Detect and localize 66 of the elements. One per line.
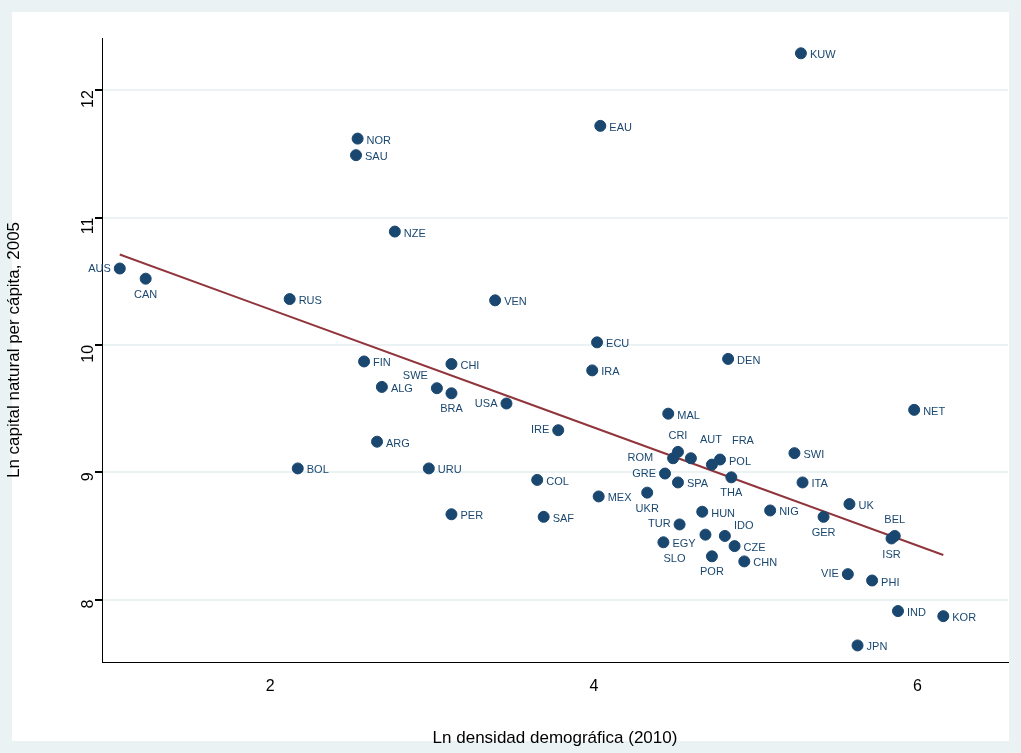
y-tick-label: 9 (79, 472, 97, 482)
annotation: TUR (647, 517, 671, 530)
annotation: MEX (607, 491, 633, 504)
annotation: AUT (699, 433, 723, 446)
annotation: SWI (803, 448, 825, 461)
annotation: ISR (882, 547, 901, 560)
annotation: SPA (686, 477, 709, 490)
annotation: EAU (609, 120, 632, 133)
annotation: COL (546, 474, 569, 487)
annotation: ARG (386, 436, 410, 449)
annotation: HUN (711, 506, 736, 519)
annotation: MAL (677, 408, 700, 421)
annotation: NIG (779, 505, 799, 518)
annotation: PER (460, 509, 484, 522)
annotation: KOR (952, 611, 977, 624)
annotation: BRA (440, 402, 464, 415)
y-tick-label: 11 (79, 217, 97, 235)
annotation: USA (474, 396, 499, 409)
annotation: KUW (809, 48, 837, 61)
annotation: ROM (627, 451, 654, 464)
annotation: IRA (601, 365, 621, 378)
annotation: NET (923, 404, 946, 417)
annotation: SLO (663, 551, 686, 564)
annotation: IDO (733, 518, 754, 531)
y-tick-label: 10 (79, 344, 97, 363)
annotation: BEL (884, 512, 906, 525)
x-tick-label: 6 (912, 677, 922, 695)
annotation: FIN (373, 356, 391, 369)
annotation: RUS (298, 294, 322, 307)
annotation: VEN (504, 295, 527, 308)
y-axis-title: Ln capital natural per cápita, 2005 (3, 221, 23, 479)
annotation: VIE (821, 567, 839, 580)
y-tick-label: 8 (79, 599, 97, 609)
annotation: NOR (366, 133, 392, 146)
annotation: GER (811, 525, 836, 538)
annotation: EGY (672, 537, 697, 550)
annotation: DEN (737, 353, 761, 366)
x-tick-label: 2 (265, 677, 275, 695)
annotation: FRA (731, 433, 755, 446)
annotation: GRE (632, 466, 657, 479)
annotation: UK (858, 499, 875, 512)
annotation: CAN (134, 287, 158, 300)
annotation: ALG (390, 381, 413, 394)
annotation: URU (437, 463, 462, 476)
annotation: ITA (811, 477, 829, 490)
annotation: BOL (306, 463, 329, 476)
annotation: IRE (530, 423, 550, 436)
annotation: CRI (668, 428, 688, 441)
annotation: JPN (866, 640, 888, 653)
annotation: CZE (743, 541, 766, 554)
x-tick-label: 4 (589, 677, 599, 695)
annotation: THA (720, 486, 744, 499)
x-axis-title: Ln densidad demográfica (2010) (432, 728, 678, 748)
annotation: ECU (606, 337, 630, 350)
annotation: POL (729, 454, 752, 467)
y-tick-label: 12 (79, 90, 97, 109)
annotation: UKR (635, 501, 659, 514)
annotation: CHI (460, 359, 480, 372)
annotation: SAF (552, 511, 575, 524)
annotation: SAU (365, 150, 388, 163)
annotation: SWE (402, 369, 428, 382)
annotation: POR (700, 565, 724, 578)
annotation: IND (906, 606, 926, 619)
annotation: PHI (881, 575, 900, 588)
annotation: NZE (403, 226, 426, 239)
annotation: CHN (753, 556, 778, 569)
